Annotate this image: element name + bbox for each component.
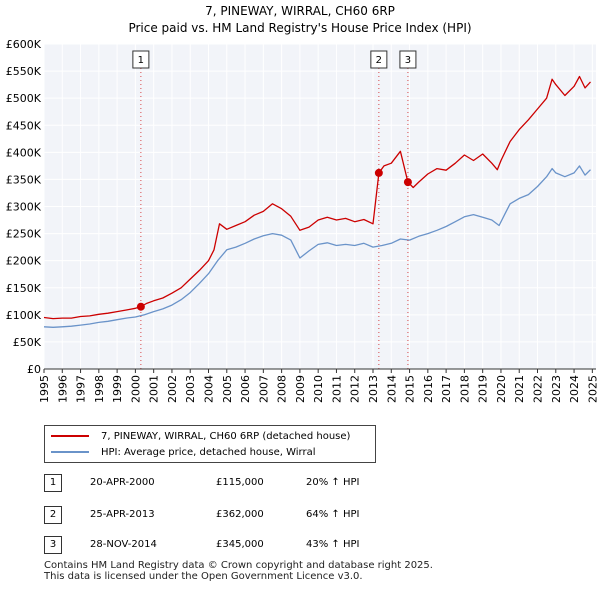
x-tick-label: 2022	[532, 375, 545, 403]
x-tick-label: 2019	[477, 375, 490, 403]
y-tick-label: £250K	[6, 228, 42, 241]
y-tick-label: £150K	[6, 282, 42, 295]
chart-subtitle: Price paid vs. HM Land Registry's House …	[128, 21, 472, 35]
chart-title: 7, PINEWAY, WIRRAL, CH60 6RP Price paid …	[0, 3, 600, 37]
x-tick-label: 2015	[404, 375, 417, 403]
x-tick-label: 1996	[56, 375, 69, 403]
x-tick-label: 1997	[75, 375, 88, 403]
sale-hpi-change: 20% ↑ HPI	[306, 477, 360, 488]
y-tick-label: £0	[27, 363, 41, 376]
x-tick-label: 2004	[203, 375, 216, 403]
x-tick-label: 2002	[166, 375, 179, 403]
y-tick-label: £100K	[6, 309, 42, 322]
sale-point	[136, 302, 145, 311]
x-tick-label: 2008	[276, 375, 289, 403]
y-tick-label: £500K	[6, 92, 42, 105]
x-tick-label: 2018	[458, 375, 471, 403]
legend-label-hpi: HPI: Average price, detached house, Wirr…	[101, 446, 316, 458]
x-tick-label: 2017	[440, 375, 453, 403]
sale-number-badge: 3	[44, 536, 62, 554]
x-tick-label: 2001	[148, 375, 161, 403]
sale-marker-box	[370, 50, 388, 69]
x-tick-label: 2016	[422, 375, 435, 403]
footer-licence: This data is licensed under the Open Gov…	[44, 571, 363, 582]
y-tick-label: £600K	[6, 38, 42, 51]
footer-copyright: Contains HM Land Registry data © Crown c…	[44, 560, 433, 571]
price-chart: 1 2 3 £0 £50K £100K £150K £200K £250K £300K £350K…	[6, 38, 600, 403]
x-tick-label: 2003	[184, 375, 197, 403]
x-tick-label: 2009	[294, 375, 307, 403]
sale-point	[403, 178, 412, 187]
sale-date: 25-APR-2013	[90, 509, 155, 520]
legend-item-hpi: HPI: Average price, detached house, Wirr…	[51, 444, 316, 460]
x-tick-label: 2005	[221, 375, 234, 403]
x-tick-label: 2023	[550, 375, 563, 403]
x-tick-label: 2011	[330, 375, 343, 403]
x-tick-label: 2000	[129, 375, 142, 403]
x-tick-label: 2010	[312, 375, 325, 403]
hpi-series-line	[43, 165, 591, 328]
legend-swatch-hpi	[51, 451, 89, 453]
sale-marker-label: 1	[138, 55, 144, 66]
y-tick-label: £300K	[6, 201, 42, 214]
y-tick-label: £200K	[6, 255, 42, 268]
sale-marker-box	[132, 50, 150, 69]
sale-marker-box	[399, 50, 417, 69]
chart-title-text: 7, PINEWAY, WIRRAL, CH60 6RP	[205, 4, 395, 18]
y-tick-label: £400K	[6, 146, 42, 159]
table-row: 3 28-NOV-2014 £345,000 43% ↑ HPI	[44, 536, 424, 556]
table-row: 1 20-APR-2000 £115,000 20% ↑ HPI	[44, 474, 424, 494]
sale-price: £115,000	[216, 477, 264, 488]
sale-marker-label: 3	[405, 55, 411, 66]
y-tick-label: £450K	[6, 119, 42, 132]
x-tick-label: 2021	[513, 375, 526, 403]
x-tick-label: 1999	[111, 375, 124, 403]
y-tick-label: £50K	[13, 336, 42, 349]
x-tick-label: 2025	[586, 375, 599, 403]
sale-hpi-change: 64% ↑ HPI	[306, 509, 360, 520]
x-tick-label: 1995	[38, 375, 51, 403]
sale-number-badge: 1	[44, 474, 62, 492]
x-tick-label: 2013	[367, 375, 380, 403]
sale-price: £345,000	[216, 539, 264, 550]
legend: 7, PINEWAY, WIRRAL, CH60 6RP (detached h…	[44, 425, 376, 463]
y-tick-label: £350K	[6, 173, 42, 186]
x-tick-label: 1998	[93, 375, 106, 403]
legend-swatch-property	[51, 435, 89, 437]
sale-date: 20-APR-2000	[90, 477, 155, 488]
x-tick-label: 2024	[568, 375, 581, 403]
x-tick-label: 2012	[349, 375, 362, 403]
legend-item-property: 7, PINEWAY, WIRRAL, CH60 6RP (detached h…	[51, 428, 350, 444]
sale-number-badge: 2	[44, 506, 62, 524]
x-tick-label: 2007	[257, 375, 270, 403]
sale-hpi-change: 43% ↑ HPI	[306, 539, 360, 550]
sale-date: 28-NOV-2014	[90, 539, 157, 550]
x-tick-label: 2014	[385, 375, 398, 403]
table-row: 2 25-APR-2013 £362,000 64% ↑ HPI	[44, 506, 424, 526]
x-tick-label: 2006	[239, 375, 252, 403]
legend-label-property: 7, PINEWAY, WIRRAL, CH60 6RP (detached h…	[101, 430, 351, 442]
footer-attribution: Contains HM Land Registry data © Crown c…	[44, 560, 433, 582]
x-tick-label: 2020	[495, 375, 508, 403]
sale-price: £362,000	[216, 509, 264, 520]
sale-marker-label: 2	[376, 55, 382, 66]
y-tick-label: £550K	[6, 65, 42, 78]
